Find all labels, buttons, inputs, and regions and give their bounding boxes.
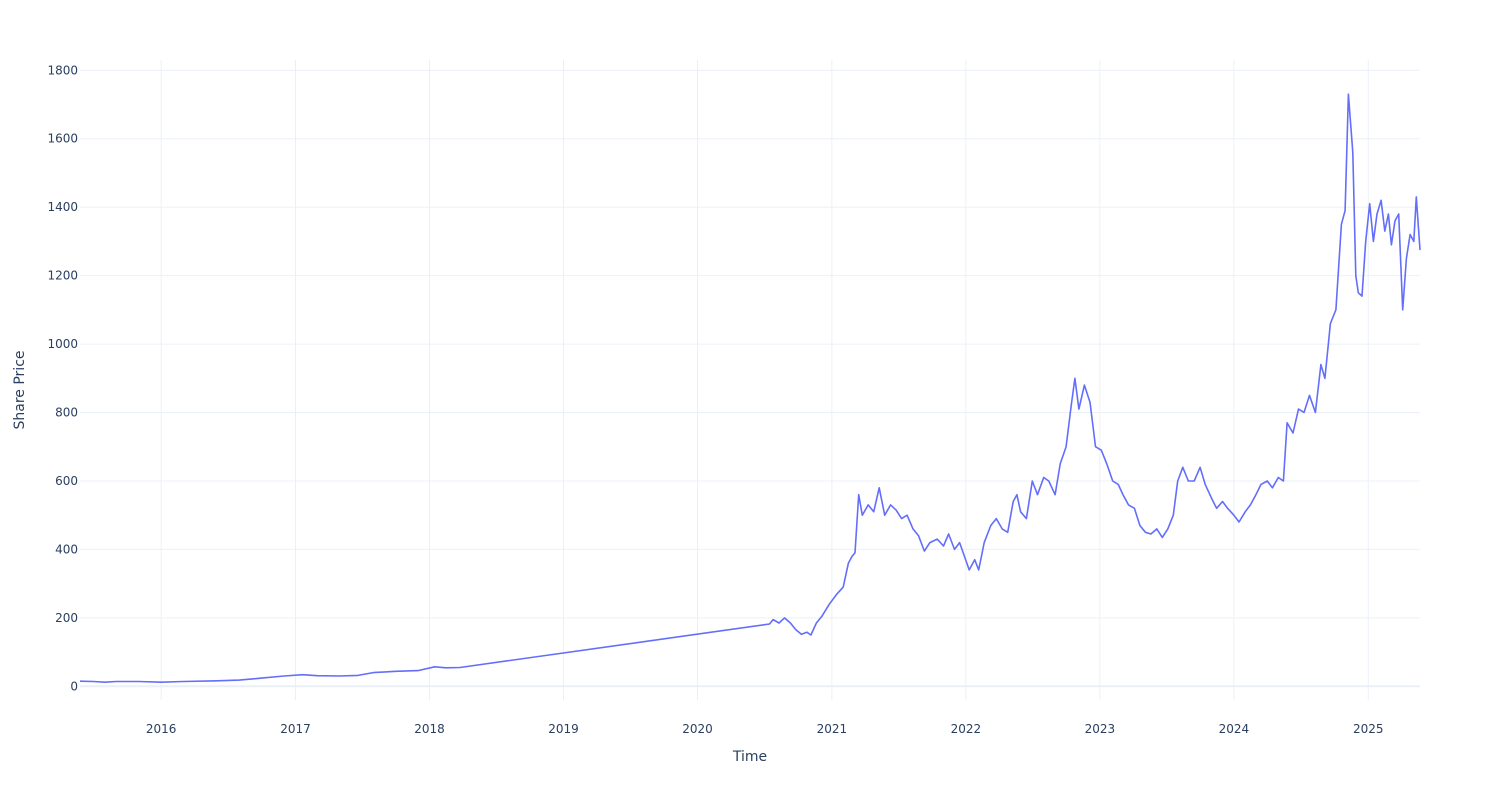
y-tick-label: 0 <box>70 679 78 693</box>
y-tick-label: 200 <box>55 611 78 625</box>
x-axis-ticks: 2016 2017 2018 2019 2020 2021 2022 2023 2024 2025 <box>146 722 1384 736</box>
x-tick-label: 2020 <box>682 722 713 736</box>
y-tick-label: 1600 <box>47 132 78 146</box>
x-tick-label: 2016 <box>146 722 177 736</box>
y-tick-label: 1400 <box>47 200 78 214</box>
x-tick-label: 2019 <box>548 722 579 736</box>
x-tick-label: 2021 <box>817 722 848 736</box>
gridlines <box>80 60 1420 700</box>
x-tick-label: 2025 <box>1353 722 1384 736</box>
x-tick-label: 2018 <box>414 722 445 736</box>
x-tick-label: 2023 <box>1085 722 1116 736</box>
x-tick-label: 2024 <box>1219 722 1250 736</box>
x-tick-label: 2017 <box>280 722 311 736</box>
x-axis-title: Time <box>732 749 767 765</box>
x-tick-label: 2022 <box>951 722 982 736</box>
y-axis-title: Share Price <box>12 350 28 429</box>
y-tick-label: 1800 <box>47 63 78 77</box>
y-tick-label: 1000 <box>47 337 78 351</box>
y-tick-label: 400 <box>55 542 78 556</box>
share-price-line <box>79 93 1421 683</box>
y-tick-label: 1200 <box>47 269 78 283</box>
y-axis-ticks: 0 200 400 600 800 1000 1200 1400 1600 1800 <box>47 63 78 693</box>
series-layer <box>79 93 1421 683</box>
y-tick-label: 800 <box>55 406 78 420</box>
y-tick-label: 600 <box>55 474 78 488</box>
